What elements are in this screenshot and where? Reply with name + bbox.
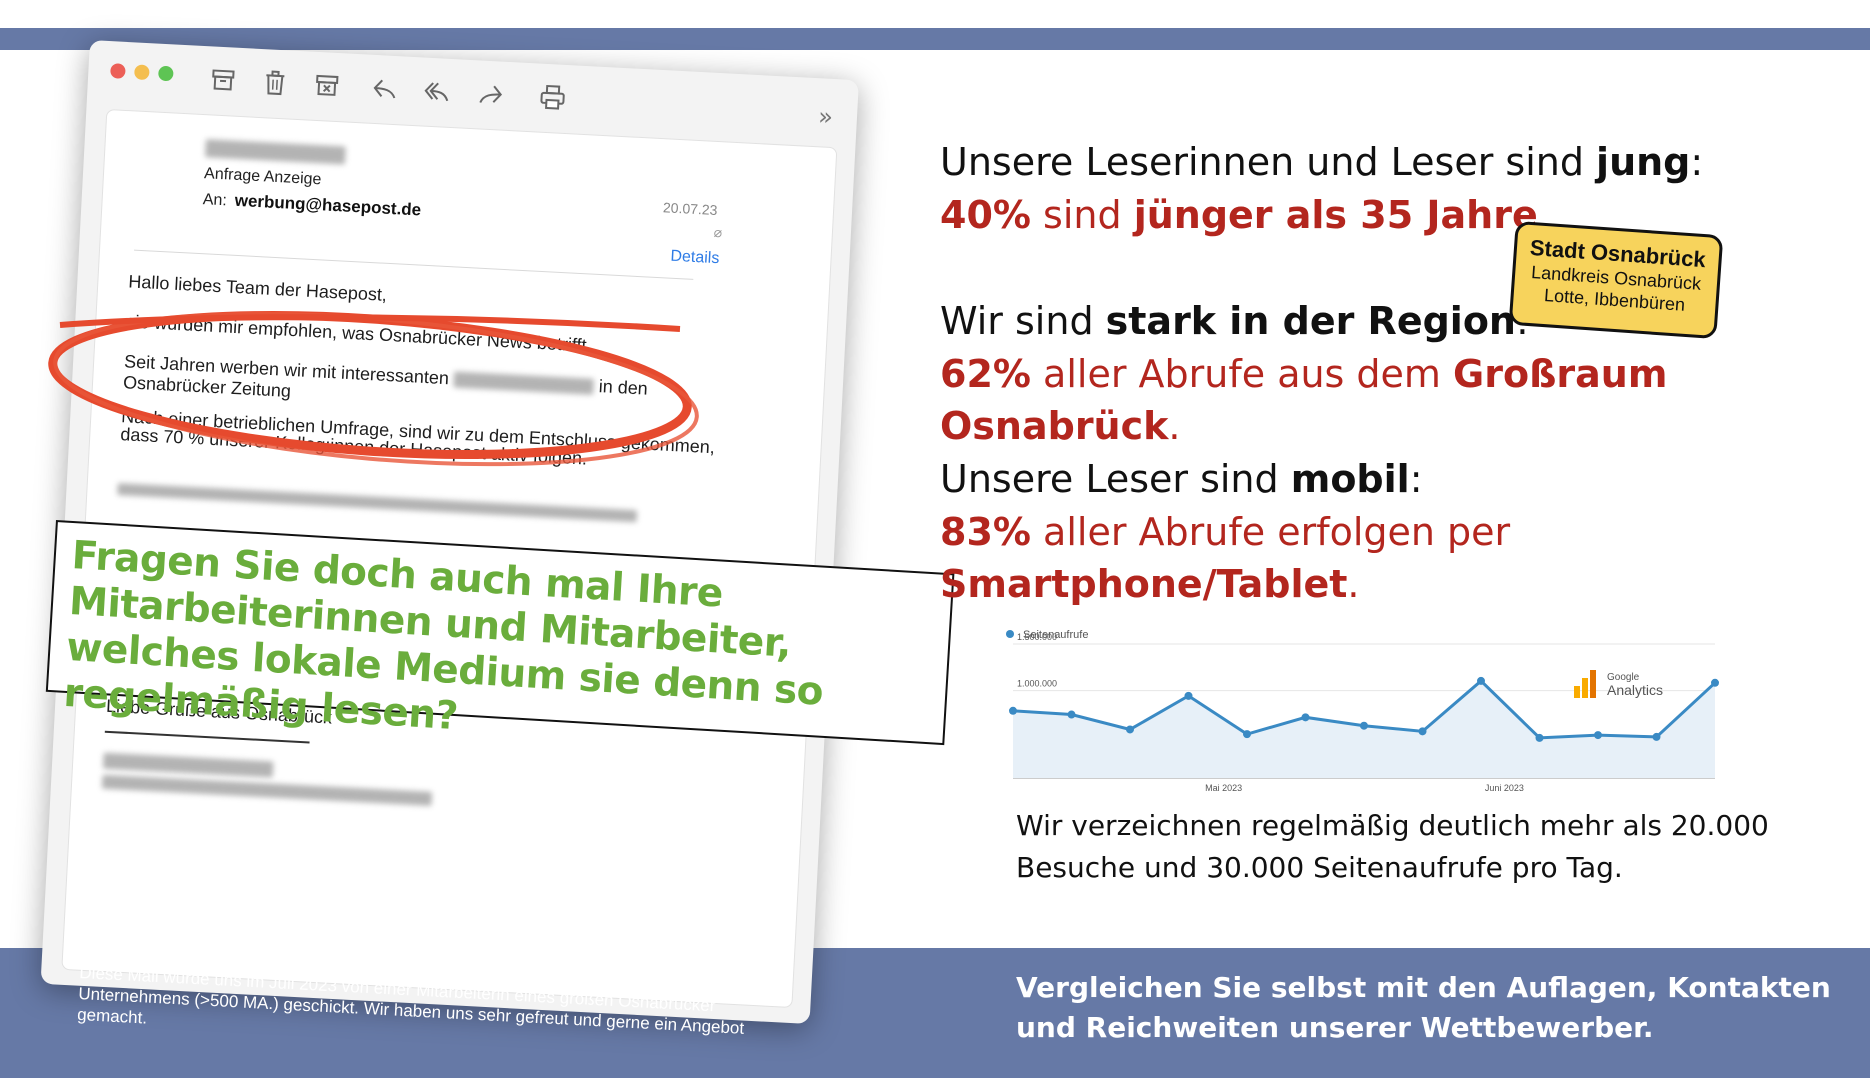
stat-young-percent: 40% [940,193,1031,237]
signature-divider [104,730,310,744]
data-point [1477,676,1485,685]
print-icon[interactable] [537,82,569,114]
stat-region-value: 62% aller Abrufe aus dem Großraum Osnabr… [940,348,1870,452]
pageviews-chart: Seitenaufrufe 1.500.0001.000.000500.000 … [1006,629,1719,793]
reply-icon[interactable] [369,73,401,105]
stat-region-pre: Wir sind [940,299,1106,343]
close-window-button[interactable] [110,63,126,79]
red-highlight-circle [48,311,699,467]
data-point [1360,721,1368,730]
reply-all-icon[interactable] [421,75,453,107]
data-point [1184,691,1193,700]
mail-subject: Anfrage Anzeige [203,165,322,189]
paperclip-icon: ⌀ [713,223,723,241]
data-point [1243,730,1251,739]
signature-name-redacted [102,752,274,778]
stat-region-mid: aller Abrufe aus dem [1030,352,1454,396]
stat-region-detail: Großraum Osnabrück [940,352,1668,448]
analytics-watermark: Google Analytics [1574,670,1663,698]
signature-company-redacted [101,774,433,806]
mail-date: 20.07.23 [662,199,718,219]
stat-young-pre: Unsere Leserinnen und Leser sind [940,140,1597,184]
sender-name-redacted [205,139,346,165]
data-point [1652,732,1661,741]
data-point [1067,710,1076,719]
stat-mobile-colon: : [1409,457,1423,501]
stat-mobile-mid: aller Abrufe erfolgen per [1030,510,1511,554]
stat-young-keyword: jung [1596,140,1691,184]
stat-region-keyword: stark in der Region [1105,299,1516,343]
zoom-window-button[interactable] [157,65,174,82]
stat-mobile-percent: 83% [940,510,1031,554]
data-point [1418,727,1427,736]
stat-region-percent: 62% [940,352,1031,396]
analytics-logo-bar-2 [1582,678,1588,698]
data-point [1535,733,1544,742]
analytics-logo-bar-3 [1590,670,1596,698]
x-tick-label: Mai 2023 [1205,783,1242,793]
data-point [1126,725,1134,734]
top-band [0,28,1870,50]
stat-mobile-detail: Smartphone/Tablet [940,562,1348,606]
pageviews-series [1009,676,1719,778]
analytics-logo-bar-1 [1574,686,1580,698]
comparison-call-to-action: Vergleichen Sie selbst mit den Auflagen,… [1016,971,1831,1044]
data-point [1711,678,1719,687]
legend-label: Seitenaufrufe [1023,629,1088,641]
trash-icon[interactable] [259,67,291,99]
details-link[interactable]: Details [670,247,720,268]
stat-young-colon: : [1690,140,1704,184]
archive-icon[interactable] [207,64,239,96]
stat-mobile-end: . [1347,562,1360,606]
stat-region-heading: Wir sind stark in der Region: [940,295,1529,347]
data-point [1594,731,1602,740]
stat-young-value: 40% sind jünger als 35 Jahre. [940,189,1550,241]
mail-recipient: werbung@hasepost.de [234,190,422,220]
stat-young-mid: sind [1030,193,1134,237]
more-icon[interactable]: » [817,102,834,131]
x-tick-label: Juni 2023 [1485,783,1524,793]
visits-statement: Wir verzeichnen regelmäßig deutlich mehr… [1016,809,1769,884]
stat-mobile-keyword: mobil [1290,457,1410,501]
y-tick-label: 1.500.000 [1017,632,1057,642]
stat-mobile-value: 83% aller Abrufe erfolgen per Smartphone… [940,506,1870,610]
data-point [1009,706,1017,715]
stat-young-detail: jünger als 35 Jahre [1133,193,1538,237]
junk-icon[interactable] [311,70,343,102]
y-tick-label: 1.000.000 [1017,679,1057,689]
analytics-brand: Google [1607,672,1640,683]
stat-young-heading: Unsere Leserinnen und Leser sind jung: [940,136,1703,188]
stat-region-end: . [1168,404,1181,448]
stat-mobile-heading: Unsere Leser sind mobil: [940,453,1423,505]
data-point [1301,713,1310,722]
stat-mobile-pre: Unsere Leser sind [940,457,1291,501]
mail-to-label: An: [202,191,228,210]
legend-dot [1006,630,1014,638]
x-axis: Mai 2023 Juni 2023 [1205,783,1524,793]
mail-window: » Anfrage Anzeige An: werbung@hasepost.d… [40,40,859,1025]
forward-icon[interactable] [475,78,507,110]
minimize-window-button[interactable] [134,64,150,81]
region-badge: Stadt Osnabrück Landkreis Osnabrück Lott… [1508,220,1724,340]
analytics-product: Analytics [1607,682,1663,698]
redacted-line [117,483,638,523]
